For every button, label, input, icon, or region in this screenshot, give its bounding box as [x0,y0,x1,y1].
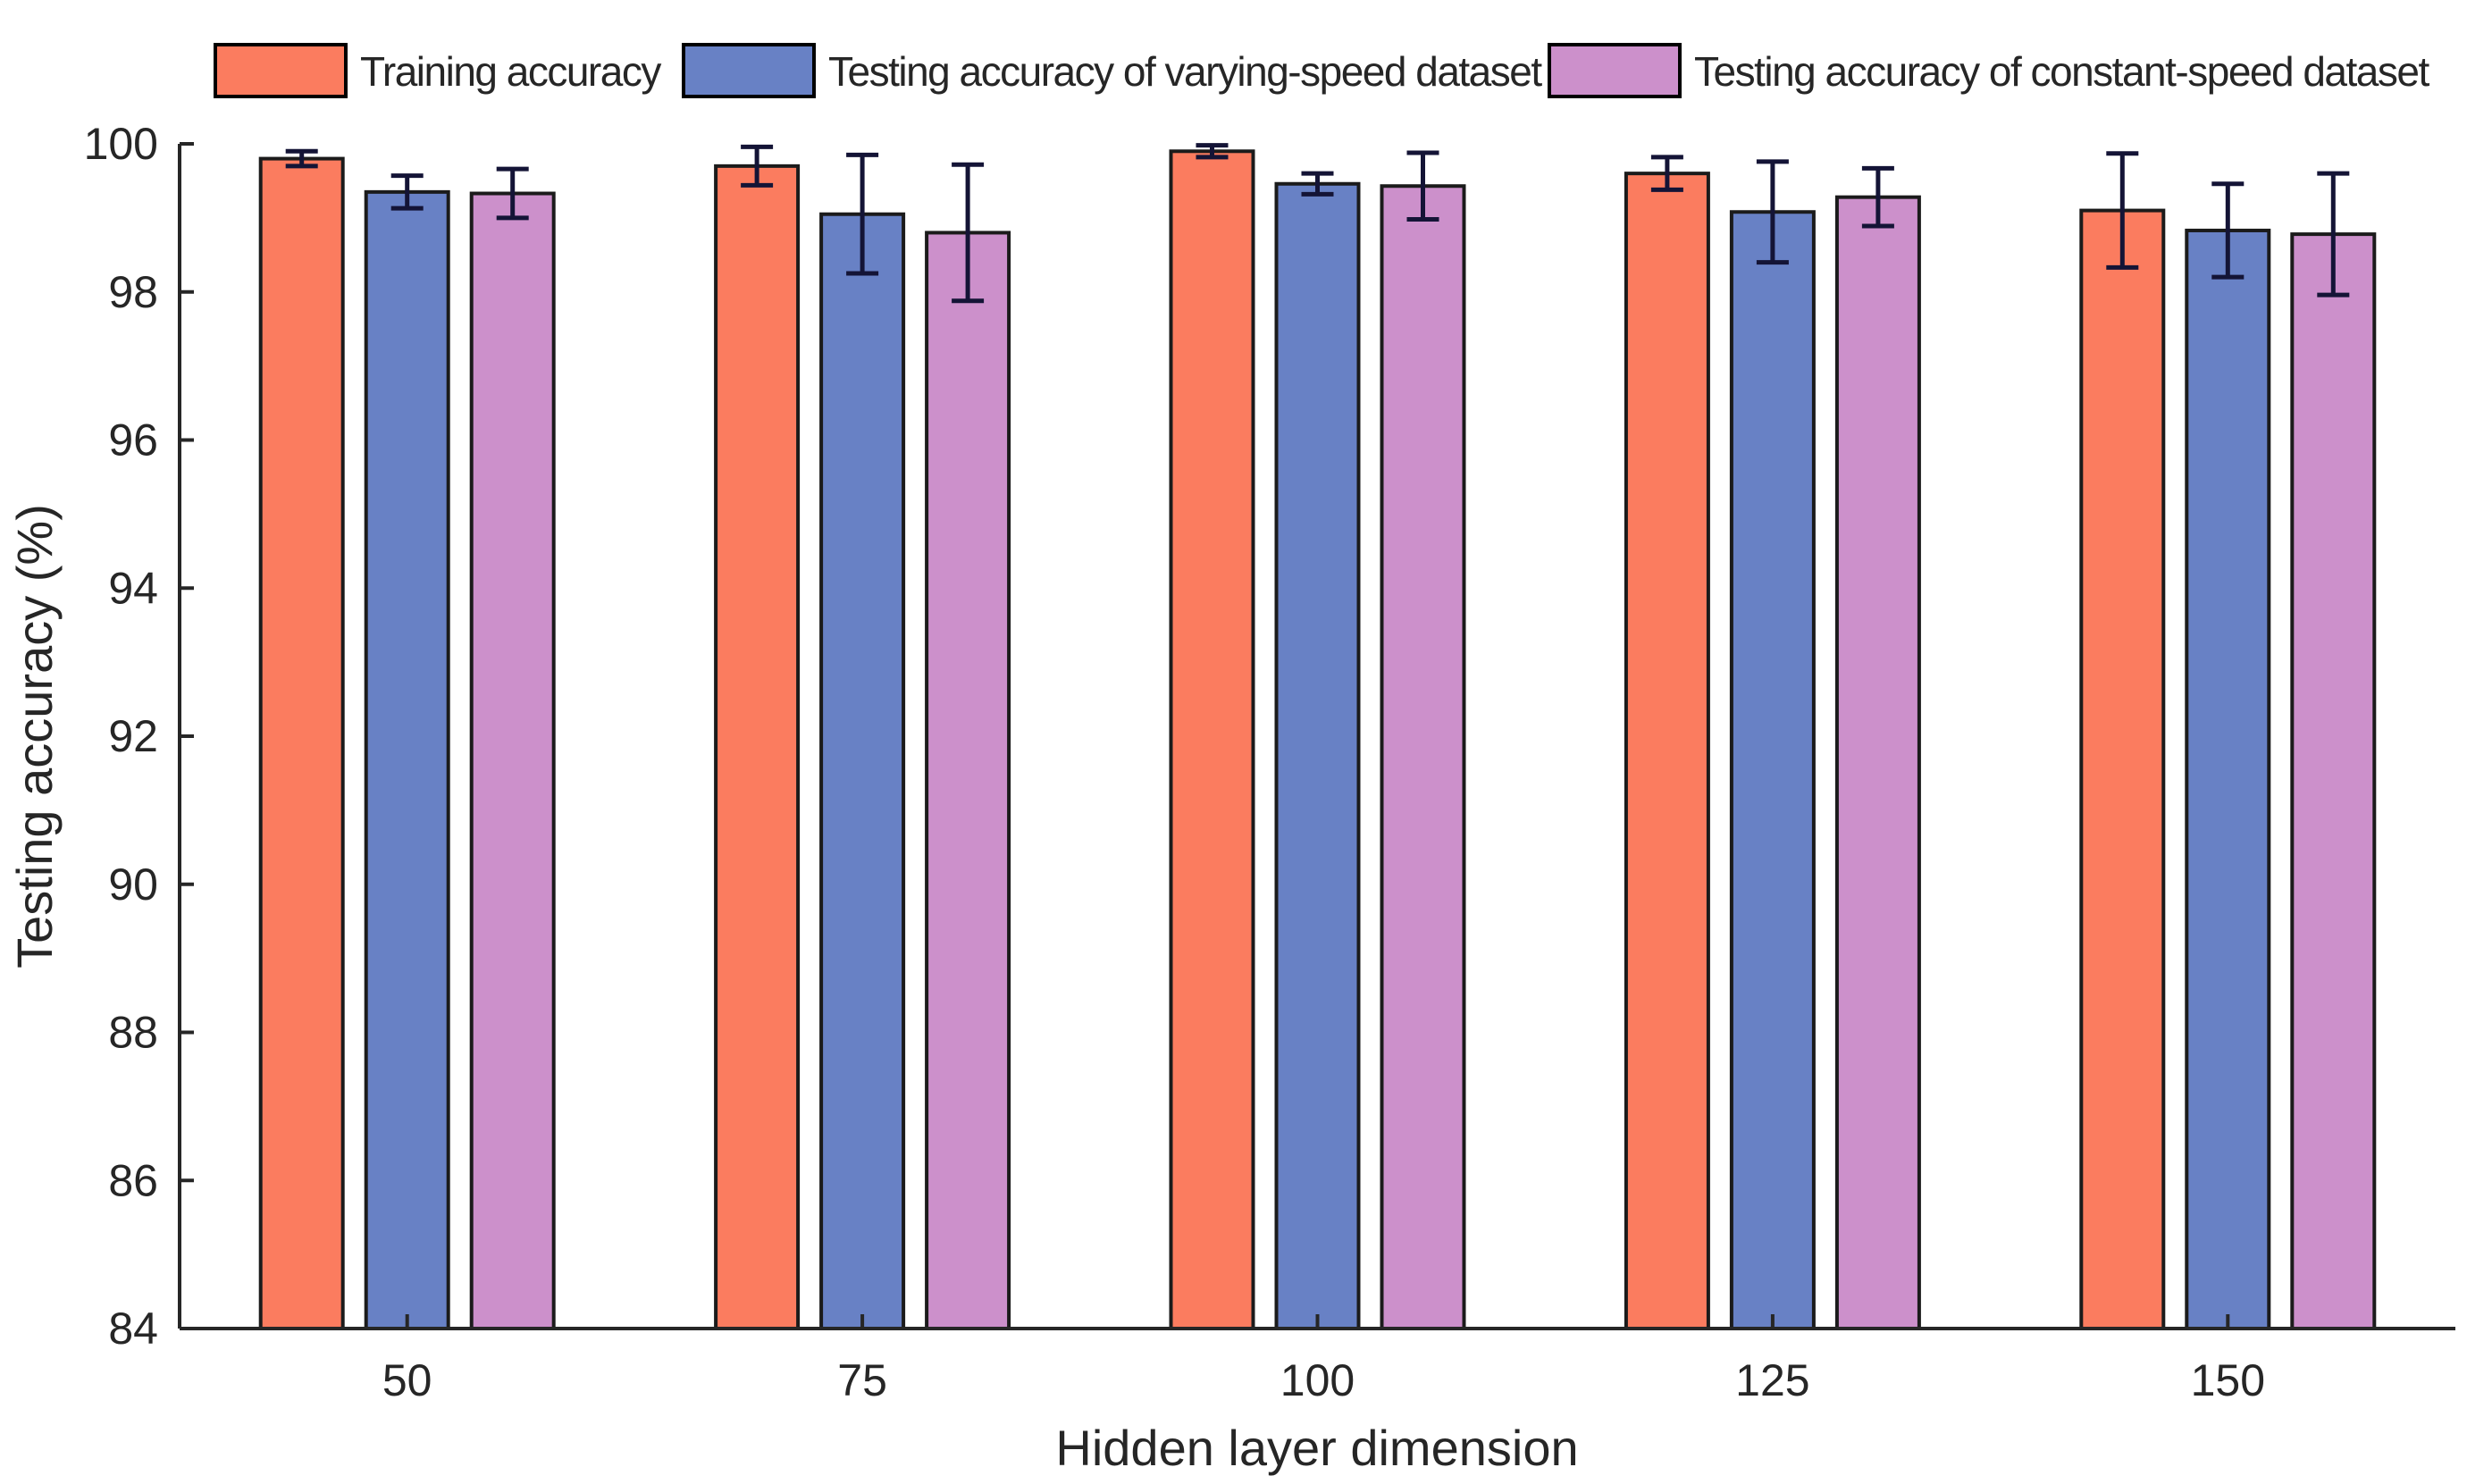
legend-label: Testing accuracy of constant-speed datas… [1694,48,2429,95]
bar-series3-group4 [1834,195,1921,1330]
bar-series3-group5 [2290,232,2377,1330]
error-bar-series1-group3 [1196,143,1229,160]
error-bar-series1-group4 [1650,155,1683,192]
orange-swatch [214,43,348,98]
bar-series2-group2 [819,212,906,1331]
y-tick-label: 94 [108,563,158,613]
error-bar-series2-group5 [2211,181,2245,280]
axes [178,142,2455,1330]
bar-series3-group2 [925,231,1011,1331]
bar-series2-group5 [2185,228,2271,1330]
error-bar-series3-group4 [1861,165,1894,229]
y-tick-label: 92 [108,711,158,761]
bar-series3-group1 [469,191,556,1330]
y-tick-label: 86 [108,1155,158,1205]
error-bar-series3-group3 [1406,150,1439,222]
x-tick-label: 150 [2191,1355,2265,1405]
axes-layer [178,142,2455,1330]
legend-item: Testing accuracy of constant-speed datas… [1548,43,2431,98]
error-bar-series2-group3 [1301,171,1334,197]
bar-series2-group3 [1274,181,1361,1331]
y-tick-label: 90 [108,859,158,910]
y-axis-title: Testing accuracy (%) [6,504,63,968]
x-axis-title: Hidden layer dimension [1055,1420,1578,1476]
blue-swatch [682,43,816,98]
legend-item: Training accuracy [214,43,663,98]
bar-series1-group4 [1624,172,1710,1330]
tick-labels-layer: 84 86 88 90 92 94 96 98 100 50 75 100 125 150 [84,119,2265,1405]
legend-item: Testing accuracy of varying-speed datase… [682,43,1544,98]
bar-series1-group2 [714,163,801,1330]
bar-series1-group3 [1169,149,1255,1331]
x-tick-label: 75 [837,1355,887,1405]
error-bar-series2-group1 [390,173,424,211]
bars-layer [258,149,2377,1331]
y-tick-label: 96 [108,415,158,465]
bar-series1-group5 [2079,208,2166,1330]
legend: Training accuracy Testing accuracy of var… [214,43,2431,98]
y-tick-label: 84 [108,1304,158,1354]
error-bar-series1-group1 [285,148,318,169]
error-bar-series2-group2 [846,152,879,276]
y-tick-label: 88 [108,1008,158,1058]
error-bar-series3-group5 [2317,171,2350,298]
bar-series2-group1 [364,189,450,1330]
bar-series2-group4 [1729,210,1816,1330]
legend-label: Training accuracy [360,48,661,95]
purple-swatch [1548,43,1682,98]
x-tick-label: 50 [382,1355,432,1405]
error-bar-series1-group2 [741,144,774,188]
error-bar-series3-group1 [496,166,529,221]
error-bar-series2-group4 [1756,159,1789,265]
bar-series3-group3 [1380,184,1466,1330]
x-tick-label: 125 [1735,1355,1809,1405]
bar-series1-group1 [258,156,345,1331]
y-tick-label: 98 [108,267,158,317]
error-bar-series1-group5 [2106,151,2139,270]
legend-label: Testing accuracy of varying-speed datase… [828,48,1542,95]
x-tick-label: 100 [1280,1355,1355,1405]
y-tick-label: 100 [84,119,158,169]
error-bars-layer [285,143,2350,304]
error-bar-series3-group2 [952,162,985,304]
